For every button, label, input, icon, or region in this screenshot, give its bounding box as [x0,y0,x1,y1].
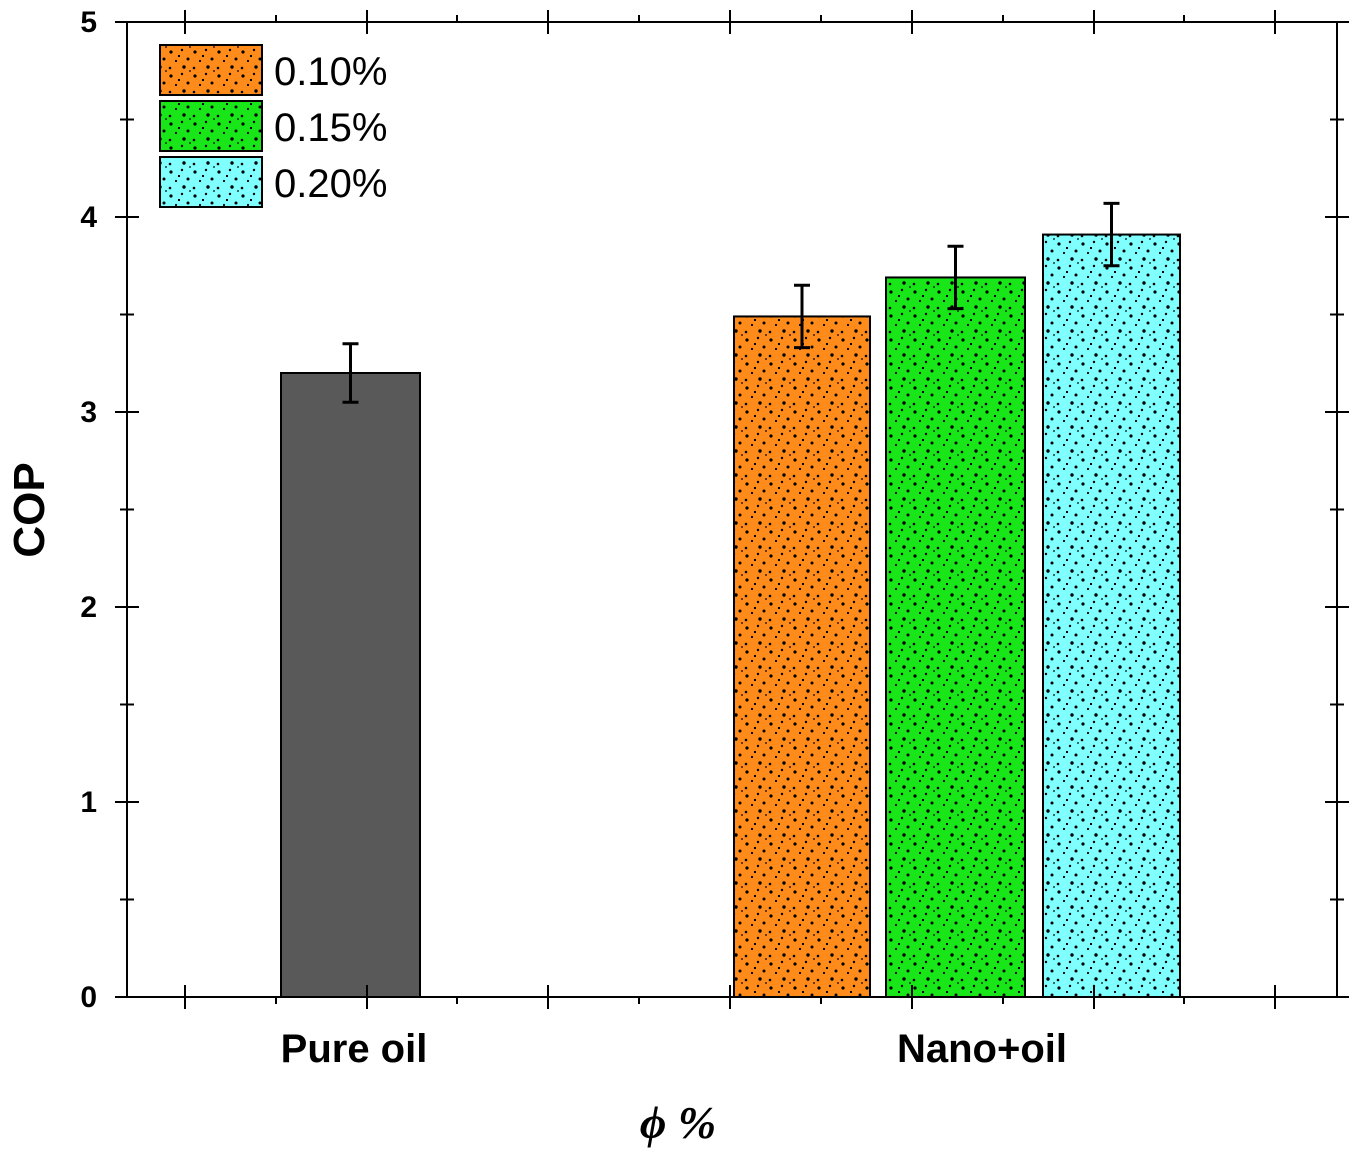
bar-020-texture [1043,234,1180,998]
y-tick-label: 1 [80,786,97,819]
bar-010-texture [734,316,870,997]
legend-label: 0.15% [274,106,387,150]
bars-group [280,201,1181,999]
bar-015-texture [886,277,1025,997]
legend: 0.10% 0.15% 0.20% [159,44,387,208]
axes-group: 0 1 2 3 4 5 Pure oil Nano+oil [80,6,1349,1071]
legend-swatch-texture [160,45,262,95]
y-tick-label: 0 [80,981,97,1014]
legend-label: 0.10% [274,50,387,94]
y-tick-label: 4 [80,201,97,234]
legend-swatch-texture [160,157,262,207]
x-category-label: Nano+oil [897,1027,1067,1071]
x-axis-label: ϕ % [640,1097,716,1148]
y-axis-label: COP [5,462,54,557]
x-category-label: Pure oil [281,1027,428,1071]
legend-label: 0.20% [274,162,387,206]
y-tick-label: 3 [80,396,97,429]
bar-pure-oil [280,372,421,998]
y-tick-label: 5 [80,6,97,39]
y-tick-label: 2 [80,591,97,624]
legend-swatch-texture [160,101,262,151]
